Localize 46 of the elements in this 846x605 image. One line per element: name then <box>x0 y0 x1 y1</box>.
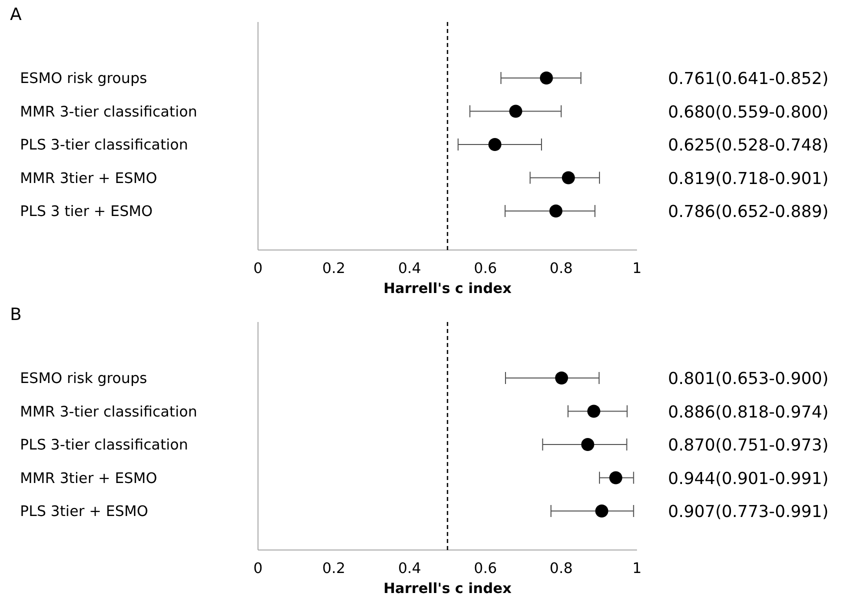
x-axis-title: Harrell's c index <box>383 281 512 297</box>
x-tick-label: 0.6 <box>474 261 497 277</box>
x-tick-label: 0 <box>253 561 263 577</box>
x-tick-label: 0.2 <box>322 561 346 577</box>
point <box>587 404 600 418</box>
point <box>540 72 553 84</box>
x-tick-label: 0.4 <box>398 561 422 577</box>
point <box>488 138 502 151</box>
point <box>581 438 594 451</box>
data-label: 0.786(0.652-0.889) <box>668 202 829 221</box>
y-tick-label: PLS 3 tier + ESMO <box>20 204 153 220</box>
x-tick-label: 0 <box>253 261 263 277</box>
data-label: 0.761(0.641-0.852) <box>668 69 829 88</box>
point <box>595 504 608 518</box>
x-tick-label: 0.4 <box>398 261 422 277</box>
data-label: 0.907(0.773-0.991) <box>668 502 829 521</box>
data-label: 0.680(0.559-0.800) <box>668 102 829 122</box>
y-tick-label: ESMO risk groups <box>20 371 148 387</box>
data-label: 0.886(0.818-0.974) <box>668 402 829 422</box>
y-tick-label: MMR 3tier + ESMO <box>20 170 158 187</box>
point <box>609 471 622 484</box>
point <box>562 171 575 184</box>
point <box>555 372 568 384</box>
x-tick-label: 1 <box>632 261 642 277</box>
data-label: 0.819(0.718-0.901) <box>668 168 829 188</box>
y-tick-label: PLS 3tier + ESMO <box>20 504 148 520</box>
x-axis-title: Harrell's c index <box>383 581 512 597</box>
x-tick-label: 0.8 <box>550 561 573 577</box>
y-tick-label: ESMO risk groups <box>20 71 148 87</box>
x-tick-label: 0.6 <box>474 561 497 577</box>
point <box>509 104 522 118</box>
y-tick-label: PLS 3-tier classification <box>20 438 188 454</box>
y-tick-label: PLS 3-tier classification <box>20 138 188 154</box>
y-tick-label: MMR 3-tier classification <box>20 104 198 120</box>
text: A <box>10 5 22 25</box>
point <box>549 204 562 218</box>
data-label: 0.625(0.528-0.748) <box>668 136 829 154</box>
data-label: 0.870(0.751-0.973) <box>668 436 829 454</box>
x-tick-label: 1 <box>632 561 642 577</box>
data-label: 0.944(0.901-0.991) <box>668 468 829 488</box>
x-tick-label: 0.2 <box>322 261 346 277</box>
data-label: 0.801(0.653-0.900) <box>668 369 829 388</box>
y-tick-label: MMR 3-tier classification <box>20 404 198 420</box>
text: B <box>10 305 22 325</box>
y-tick-label: MMR 3tier + ESMO <box>20 470 158 487</box>
x-tick-label: 0.8 <box>550 261 573 277</box>
